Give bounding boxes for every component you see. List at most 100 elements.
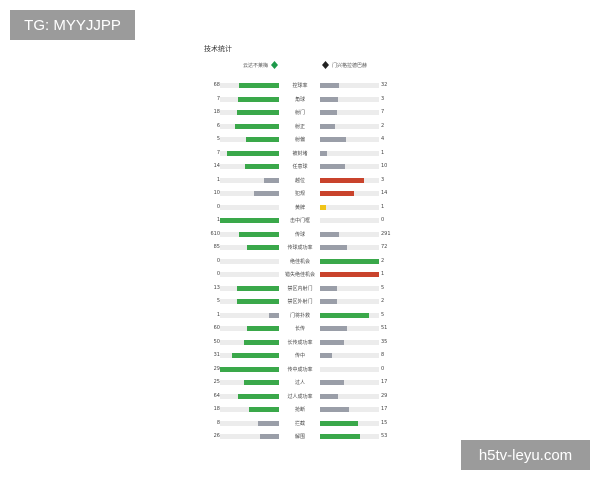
stat-row: 8 拦截 15 xyxy=(198,420,402,428)
home-bar-track xyxy=(220,380,279,385)
away-value: 35 xyxy=(381,338,388,345)
away-bar-fill xyxy=(320,285,337,291)
away-bar-fill xyxy=(320,96,338,102)
stat-row: 26 解围 53 xyxy=(198,433,402,441)
home-value: 1 xyxy=(216,311,220,318)
home-bar-track xyxy=(220,137,279,142)
away-bar-fill xyxy=(320,407,349,412)
stat-label: 射正 xyxy=(294,123,305,130)
home-bar-fill xyxy=(247,245,279,250)
away-value: 0 xyxy=(381,217,385,223)
home-value: 0 xyxy=(216,257,220,264)
away-bar-track xyxy=(320,420,379,426)
stat-row: 5 禁区外射门 2 xyxy=(198,298,402,306)
away-bar-track xyxy=(320,434,379,439)
away-value: 32 xyxy=(381,82,388,88)
home-value: 0 xyxy=(216,271,220,277)
home-value: 7 xyxy=(216,149,220,156)
home-bar-track xyxy=(220,407,279,412)
home-bar-track xyxy=(220,191,279,196)
away-bar-track xyxy=(320,258,379,264)
home-bar-fill xyxy=(234,123,279,129)
stat-row: 13 禁区内射门 5 xyxy=(198,285,402,293)
away-value: 3 xyxy=(381,95,385,102)
away-value: 53 xyxy=(381,433,388,439)
away-value: 4 xyxy=(381,136,385,142)
away-value: 29 xyxy=(381,392,388,399)
away-bar-track xyxy=(320,191,379,196)
away-bar-fill xyxy=(320,299,338,304)
stat-row: 85 传球成功率 72 xyxy=(198,244,402,252)
away-bar-track xyxy=(320,177,379,183)
stat-row: 6 射正 2 xyxy=(198,123,402,131)
away-bar-fill xyxy=(320,434,360,439)
home-value: 5 xyxy=(216,136,220,142)
home-bar-track xyxy=(220,83,279,88)
away-bar-track xyxy=(320,366,379,372)
home-bar-track xyxy=(220,366,279,372)
stat-label: 门将扑救 xyxy=(289,312,310,319)
stat-label: 过人成功率 xyxy=(287,393,313,400)
home-bar-fill xyxy=(248,407,279,412)
stat-label: 控球率 xyxy=(292,83,308,89)
away-bar-fill xyxy=(320,110,337,115)
away-value: 7 xyxy=(381,109,385,115)
home-bar-track xyxy=(220,204,279,210)
away-value: 1 xyxy=(381,149,385,156)
home-bar-fill xyxy=(254,191,279,196)
away-bar-track xyxy=(320,393,379,399)
stat-label: 错失绝佳机会 xyxy=(284,272,315,278)
home-team: 云达不莱梅 xyxy=(243,61,278,69)
away-bar-fill xyxy=(320,123,335,129)
away-value: 2 xyxy=(381,122,385,129)
home-bar-track xyxy=(220,110,279,115)
away-value: 17 xyxy=(381,406,388,412)
home-value: 1 xyxy=(216,176,220,183)
home-value: 68 xyxy=(213,82,220,88)
home-value: 26 xyxy=(213,433,220,439)
away-bar-track xyxy=(320,204,379,210)
home-value: 14 xyxy=(213,163,220,169)
stat-label: 击中门框 xyxy=(289,218,310,224)
stat-label: 任意球 xyxy=(292,164,308,170)
away-bar-track xyxy=(320,339,379,345)
away-value: 291 xyxy=(381,230,391,237)
away-bar-track xyxy=(320,96,379,102)
stat-row: 18 射门 7 xyxy=(198,109,402,117)
home-bar-fill xyxy=(244,339,279,345)
home-bar-track xyxy=(220,164,279,169)
away-bar-track xyxy=(320,353,379,358)
away-bar-track xyxy=(320,231,379,237)
away-bar-fill xyxy=(320,245,348,250)
away-value: 10 xyxy=(381,163,388,169)
home-bar-track xyxy=(220,393,279,399)
home-bar-track xyxy=(220,245,279,250)
home-bar-fill xyxy=(245,137,279,142)
home-value: 60 xyxy=(213,325,220,331)
away-value: 14 xyxy=(381,190,388,196)
stat-label: 传球 xyxy=(294,231,305,238)
stat-label: 被封堵 xyxy=(292,150,308,157)
stats-title: 技术统计 xyxy=(204,45,232,53)
home-bar-track xyxy=(220,150,279,156)
away-value: 1 xyxy=(381,203,385,210)
stat-label: 拦截 xyxy=(294,420,305,427)
away-team-name: 门兴格拉德巴赫 xyxy=(332,62,368,69)
away-value: 72 xyxy=(381,244,388,250)
stat-row: 68 控球率 32 xyxy=(198,82,402,90)
match-stats-card: 技术统计 云达不莱梅 门兴格拉德巴赫 68 控球率 32 7 角球 3 18 射门 … xyxy=(198,40,402,440)
home-value: 10 xyxy=(213,190,220,196)
away-bar-track xyxy=(320,218,379,223)
home-bar-track xyxy=(220,326,279,331)
away-bar-track xyxy=(320,83,379,88)
home-crest-icon xyxy=(271,61,278,69)
home-value: 0 xyxy=(216,203,220,210)
home-bar-track xyxy=(220,231,279,237)
home-value: 85 xyxy=(213,244,220,250)
stat-label: 过人 xyxy=(294,380,305,386)
stat-row: 0 绝佳机会 2 xyxy=(198,258,402,266)
away-bar-fill xyxy=(320,339,345,345)
home-bar-track xyxy=(220,312,279,318)
away-bar-fill xyxy=(320,272,379,277)
stat-row: 31 传中 8 xyxy=(198,352,402,360)
